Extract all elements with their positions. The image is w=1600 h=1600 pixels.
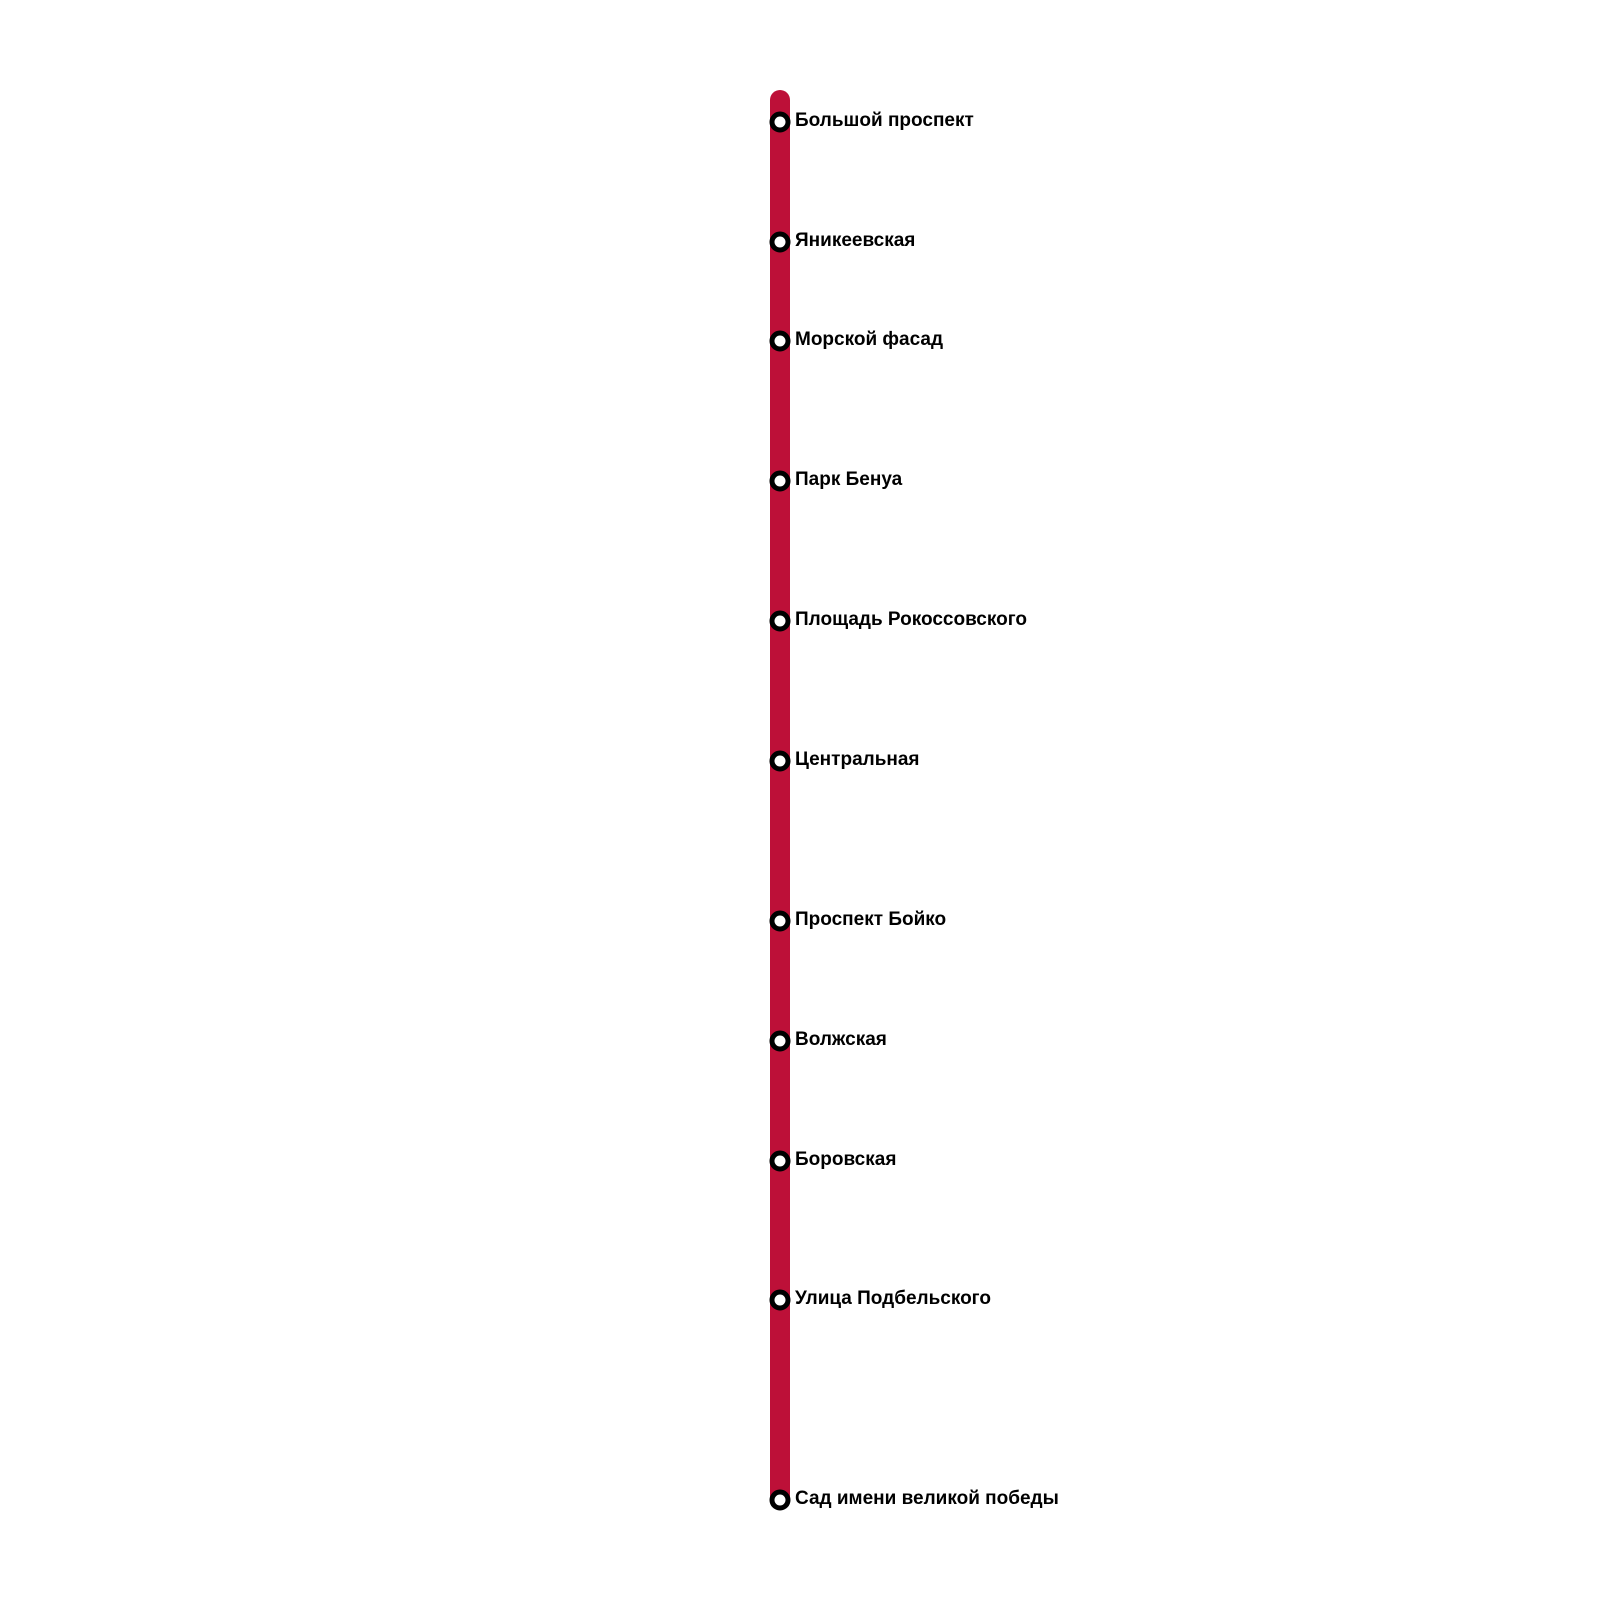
station-label: Улица Подбельского [795, 1288, 991, 1309]
station-label: Яникеевская [795, 230, 915, 251]
station-marker[interactable] [769, 1150, 791, 1172]
station[interactable]: Яникеевская [769, 230, 915, 253]
station-marker[interactable] [769, 610, 791, 632]
station-marker[interactable] [769, 111, 791, 133]
station-marker[interactable] [769, 910, 791, 932]
station-label: Парк Бенуа [795, 469, 903, 490]
station-marker[interactable] [769, 330, 791, 352]
station-label: Морской фасад [795, 329, 943, 350]
station-marker[interactable] [769, 1030, 791, 1052]
station[interactable]: Центральная [769, 749, 920, 772]
station[interactable]: Боровская [769, 1149, 896, 1172]
station-marker[interactable] [769, 1489, 791, 1511]
station-label: Сад имени великой победы [795, 1488, 1059, 1509]
station-marker[interactable] [769, 470, 791, 492]
station-label: Центральная [795, 749, 920, 770]
station[interactable]: Улица Подбельского [769, 1288, 991, 1311]
station-label: Площадь Рокоссовского [795, 609, 1027, 630]
station-label: Боровская [795, 1149, 896, 1170]
station-label: Волжская [795, 1029, 887, 1050]
station[interactable]: Парк Бенуа [769, 469, 903, 492]
station[interactable]: Волжская [769, 1029, 887, 1052]
station-label: Проспект Бойко [795, 909, 946, 930]
station[interactable]: Большой проспект [769, 110, 974, 133]
station[interactable]: Проспект Бойко [769, 909, 946, 932]
station-label: Большой проспект [795, 110, 974, 131]
station-marker[interactable] [769, 231, 791, 253]
station[interactable]: Морской фасад [769, 329, 943, 352]
station-marker[interactable] [769, 1289, 791, 1311]
station-marker[interactable] [769, 750, 791, 772]
station[interactable]: Площадь Рокоссовского [769, 609, 1027, 632]
station[interactable]: Сад имени великой победы [769, 1488, 1059, 1511]
